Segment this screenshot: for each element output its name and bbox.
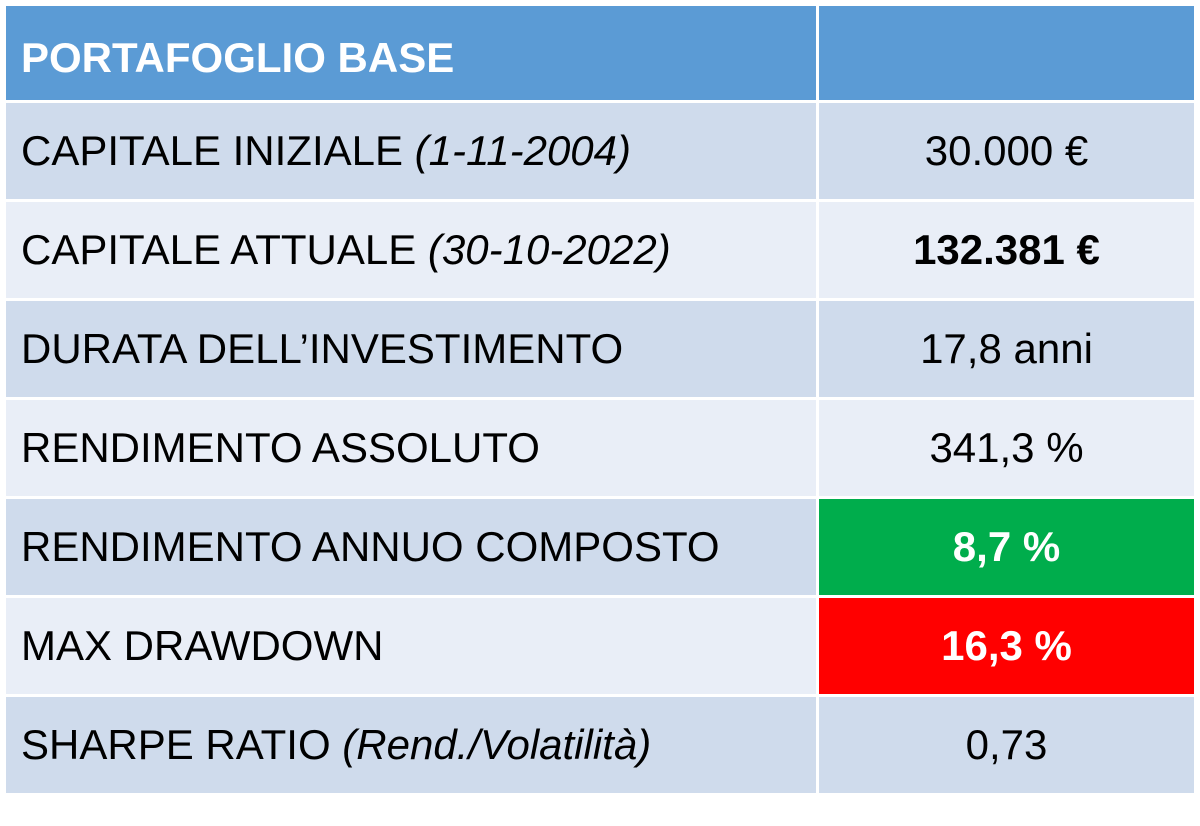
row-value: 17,8 anni [819, 301, 1194, 397]
table-row-duration: DURATA DELL’INVESTIMENTO 17,8 anni [6, 301, 1194, 397]
table-row-sharpe-ratio: SHARPE RATIO (Rend./Volatilità) 0,73 [6, 697, 1194, 793]
table-row-current-capital: CAPITALE ATTUALE (30-10-2022) 132.381 € [6, 202, 1194, 298]
header-value-cell [819, 6, 1194, 100]
row-label: DURATA DELL’INVESTIMENTO [21, 325, 624, 372]
row-note: (1-11-2004) [414, 127, 632, 174]
row-value-negative: 16,3 % [819, 598, 1194, 694]
table-row-annual-return: RENDIMENTO ANNUO COMPOSTO 8,7 % [6, 499, 1194, 595]
row-value: 0,73 [819, 697, 1194, 793]
row-note: (Rend./Volatilità) [342, 721, 652, 768]
row-value: 341,3 % [819, 400, 1194, 496]
row-label: RENDIMENTO ANNUO COMPOSTO [21, 523, 720, 570]
row-value: 30.000 € [819, 103, 1194, 199]
row-value-positive: 8,7 % [819, 499, 1194, 595]
table-header: PORTAFOGLIO BASE [6, 6, 1194, 100]
row-value: 132.381 € [819, 202, 1194, 298]
row-label: CAPITALE INIZIALE [21, 127, 415, 174]
row-label: SHARPE RATIO [21, 721, 343, 768]
row-note: (30-10-2022) [427, 226, 671, 273]
table-row-initial-capital: CAPITALE INIZIALE (1-11-2004) 30.000 € [6, 103, 1194, 199]
row-label: RENDIMENTO ASSOLUTO [21, 424, 540, 471]
row-label: CAPITALE ATTUALE [21, 226, 428, 273]
portfolio-table: PORTAFOGLIO BASE CAPITALE INIZIALE (1-11… [3, 3, 1197, 796]
portfolio-title: PORTAFOGLIO BASE [6, 6, 816, 100]
table-row-absolute-return: RENDIMENTO ASSOLUTO 341,3 % [6, 400, 1194, 496]
row-label: MAX DRAWDOWN [21, 622, 384, 669]
table-row-max-drawdown: MAX DRAWDOWN 16,3 % [6, 598, 1194, 694]
